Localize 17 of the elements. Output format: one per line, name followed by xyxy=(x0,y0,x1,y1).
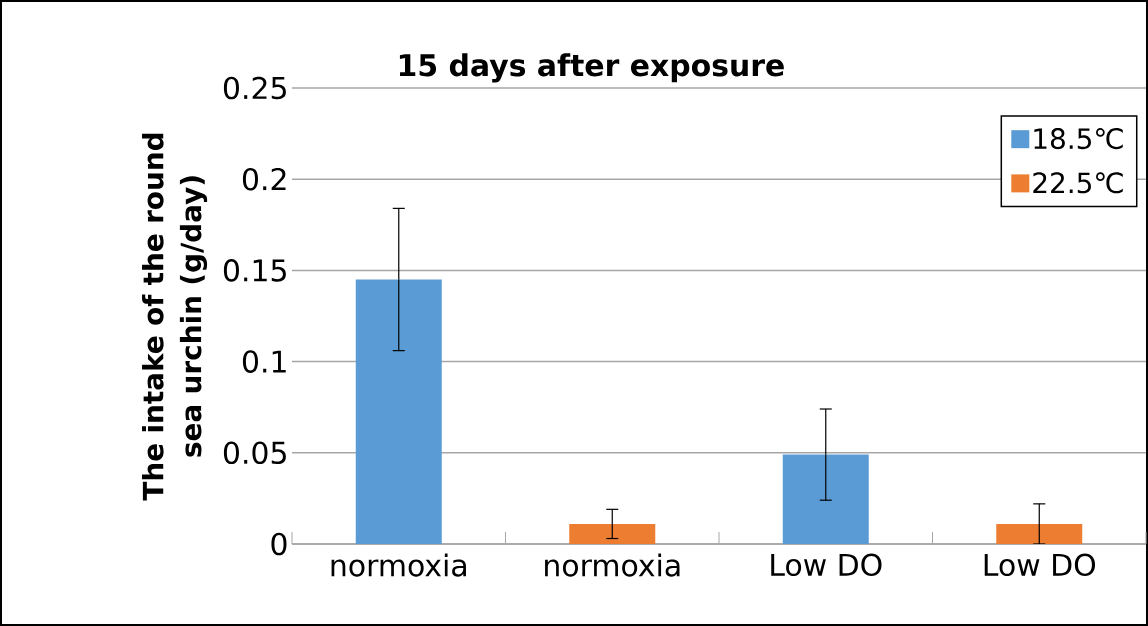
y-tick-label: 0.1 xyxy=(242,350,286,373)
y-tick-label: 0.05 xyxy=(223,441,286,465)
legend-label: 22.5℃ xyxy=(1033,172,1123,194)
bar xyxy=(355,279,442,544)
chart-title: 15 days after exposure xyxy=(399,53,784,83)
y-axis-title: The intake of the round sea urchin (g/day) xyxy=(142,133,208,501)
legend-label: 18.5℃ xyxy=(1034,128,1123,150)
y-tick-label: 0.25 xyxy=(223,76,286,100)
x-tick-label: Low DO xyxy=(771,553,882,577)
y-tick-label: 0.2 xyxy=(242,167,286,191)
x-tick-label: normoxia xyxy=(331,553,466,577)
x-tick-label: normoxia xyxy=(545,553,680,577)
bar xyxy=(569,523,656,544)
y-tick-label: 0.15 xyxy=(223,259,286,282)
y-tick-label: 0 xyxy=(271,532,287,556)
bar xyxy=(996,523,1083,544)
x-tick-label: Low DO xyxy=(984,553,1096,577)
